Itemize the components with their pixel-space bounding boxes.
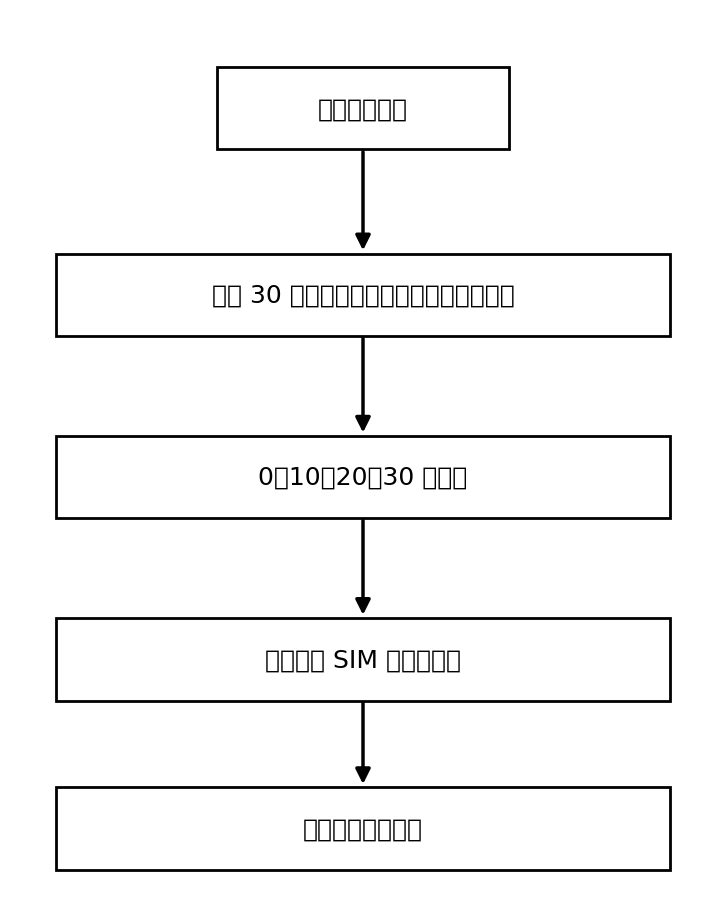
Bar — [216, 68, 510, 150]
Text: 0、10、20、30 天取样: 0、10、20、30 天取样 — [258, 466, 468, 489]
Text: 样品 30 天降解实验（变量为光照、空气）: 样品 30 天降解实验（变量为光照、空气） — [211, 284, 515, 307]
Bar — [57, 255, 669, 337]
Text: 降解样品准备: 降解样品准备 — [318, 98, 408, 121]
Bar — [57, 436, 669, 518]
Bar — [57, 619, 669, 701]
Bar — [57, 787, 669, 870]
Text: 数据变化趋势分析: 数据变化趋势分析 — [303, 816, 423, 841]
Text: 气质连用 SIM 法定量分析: 气质连用 SIM 法定量分析 — [265, 647, 461, 672]
